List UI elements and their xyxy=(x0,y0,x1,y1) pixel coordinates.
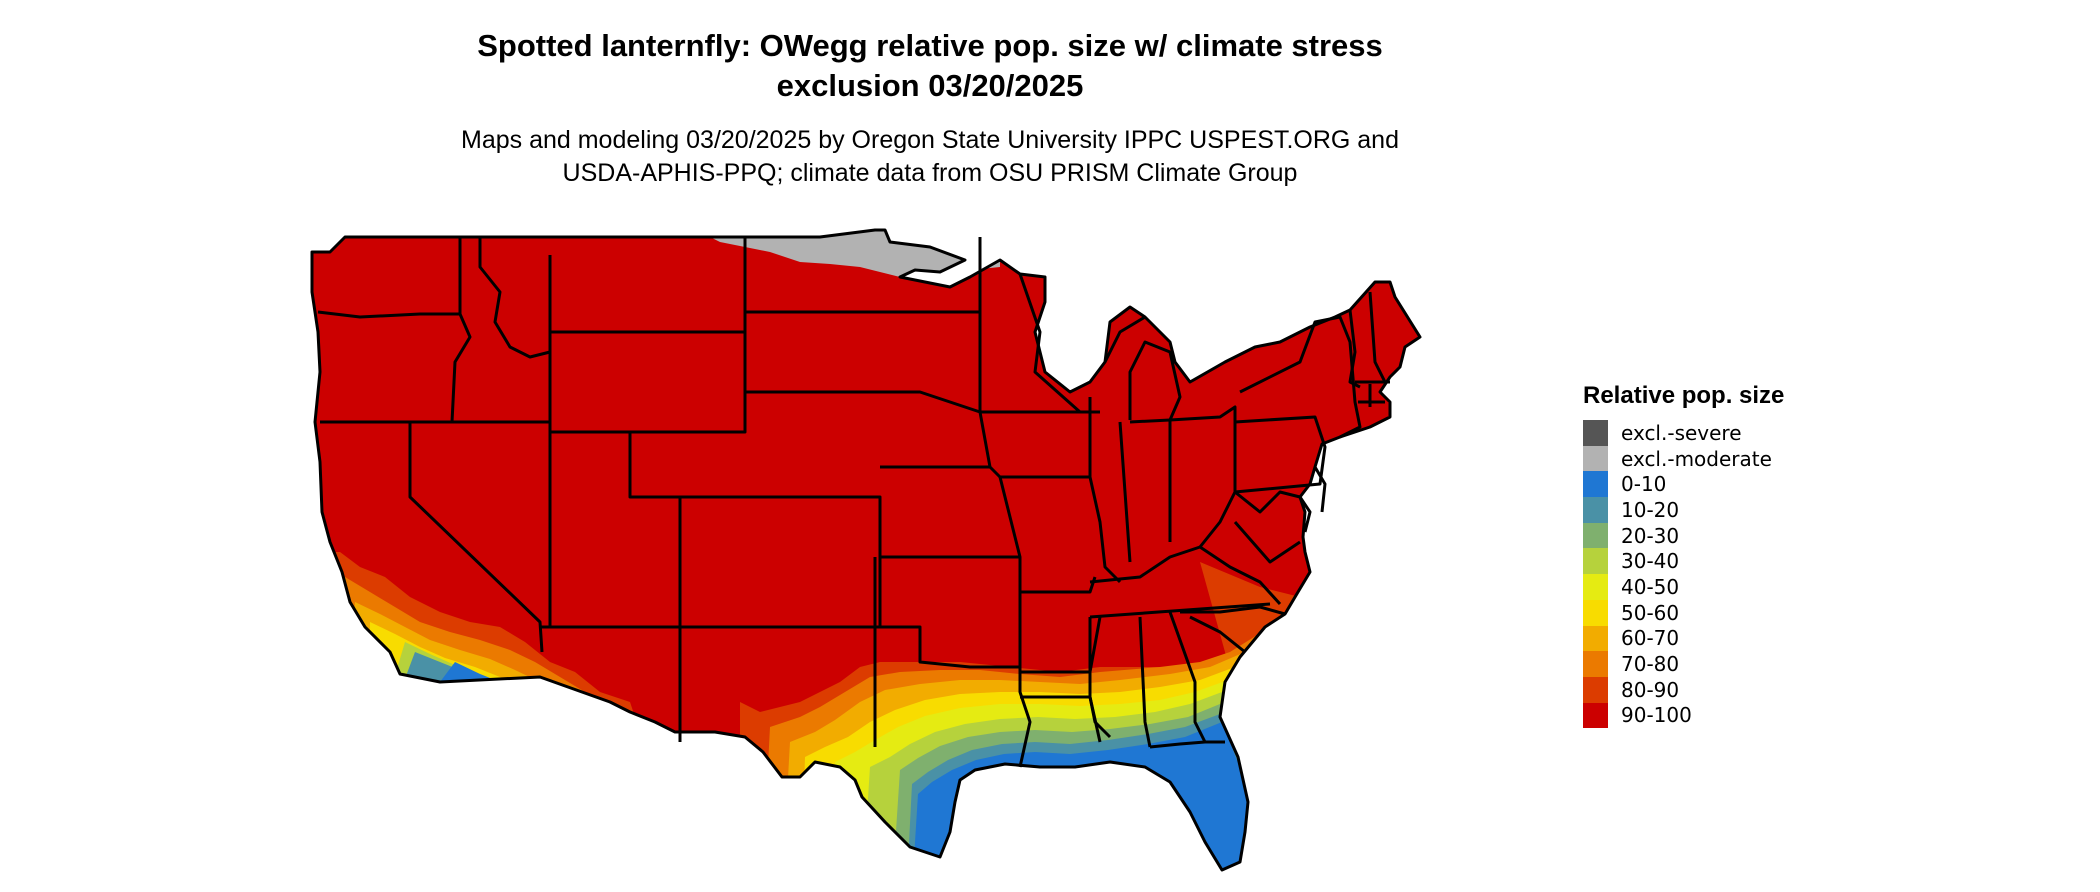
border-al-ga xyxy=(1168,611,1207,743)
legend-swatch xyxy=(1583,548,1608,575)
map-subtitle-line-2: USDA-APHIS-PPQ; climate data from OSU PR… xyxy=(562,159,1298,187)
legend-item: 60-70 xyxy=(1583,625,1784,652)
border-pa xyxy=(1233,407,1327,494)
state-borders xyxy=(310,228,1422,872)
legend-swatch xyxy=(1583,574,1608,600)
legend-label: 20-30 xyxy=(1621,523,1680,548)
legend-item: 80-90 xyxy=(1583,676,1784,703)
border-ms-al xyxy=(1088,616,1152,748)
border-mn-wi xyxy=(1018,273,1100,414)
legend-label: 60-70 xyxy=(1621,626,1680,651)
border-or-id xyxy=(450,313,472,423)
us-outline xyxy=(310,228,1422,872)
legend-swatch xyxy=(1583,625,1608,652)
border-wv-va xyxy=(1233,490,1301,564)
legend-swatch xyxy=(1583,497,1608,523)
border-co xyxy=(680,495,882,627)
border-wa-or xyxy=(317,310,460,319)
border-nc-sc xyxy=(1180,605,1286,654)
border-ca-nv xyxy=(408,422,544,653)
legend-swatch xyxy=(1583,676,1608,703)
legend-swatch xyxy=(1583,702,1608,729)
legend-item: 30-40 xyxy=(1583,548,1784,575)
legend-item: 0-10 xyxy=(1583,471,1784,498)
legend-label: 40-50 xyxy=(1621,574,1680,599)
legend-label: 10-20 xyxy=(1621,497,1680,522)
map-subtitle-line-1: Maps and modeling 03/20/2025 by Oregon S… xyxy=(461,126,1399,154)
legend-items: excl.-severe excl.-moderate 0-10 10-20 20-30… xyxy=(1583,420,1784,729)
legend-item: 40-50 xyxy=(1583,574,1784,600)
legend-swatch xyxy=(1583,420,1608,446)
legend-label: 90-100 xyxy=(1621,703,1692,728)
map-title-line-1: Spotted lanternfly: OWegg relative pop. … xyxy=(477,28,1383,63)
legend-swatch xyxy=(1583,522,1608,549)
border-ny xyxy=(1239,315,1362,439)
legend-item: excl.-severe xyxy=(1583,420,1784,446)
border-nj-md-de xyxy=(1298,466,1327,533)
us-map xyxy=(310,228,1422,872)
legend-item: 70-80 xyxy=(1583,651,1784,677)
legend: Relative pop. size excl.-severe excl.-mod… xyxy=(1583,382,1785,729)
map-title: Spotted lanternfly: OWegg relative pop. … xyxy=(0,26,1860,106)
legend-item: excl.-moderate xyxy=(1583,445,1784,472)
legend-item: 90-100 xyxy=(1583,702,1784,729)
border-ar xyxy=(1018,592,1102,674)
legend-swatch xyxy=(1583,651,1608,677)
border-sd-ne xyxy=(745,390,981,414)
legend-swatch xyxy=(1583,599,1608,626)
legend-label: 70-80 xyxy=(1621,652,1680,677)
legend-label: 0-10 xyxy=(1621,472,1667,497)
border-ut-co xyxy=(628,432,682,627)
border-new-england xyxy=(1348,291,1390,407)
legend-swatch xyxy=(1583,471,1608,498)
legend-title: Relative pop. size xyxy=(1583,382,1785,409)
legend-item: 10-20 xyxy=(1583,497,1784,523)
border-id-mt xyxy=(478,237,552,422)
border-ok-tx xyxy=(873,557,1020,669)
legend-label: 30-40 xyxy=(1621,549,1680,574)
border-mi xyxy=(1103,315,1182,421)
legend-label: excl.-severe xyxy=(1621,420,1742,445)
legend-swatch xyxy=(1583,445,1608,472)
map-subtitle: Maps and modeling 03/20/2025 by Oregon S… xyxy=(0,124,1860,190)
border-il xyxy=(1088,397,1122,584)
legend-label: 50-60 xyxy=(1621,600,1680,625)
map-title-line-2: exclusion 03/20/2025 xyxy=(776,68,1084,103)
border-fl xyxy=(1149,740,1225,749)
legend-item: 20-30 xyxy=(1583,522,1784,549)
border-ia-mo xyxy=(978,411,1090,479)
legend-label: excl.-moderate xyxy=(1621,446,1772,471)
legend-item: 50-60 xyxy=(1583,599,1784,626)
border-wy xyxy=(548,255,747,434)
legend-label: 80-90 xyxy=(1621,677,1680,702)
